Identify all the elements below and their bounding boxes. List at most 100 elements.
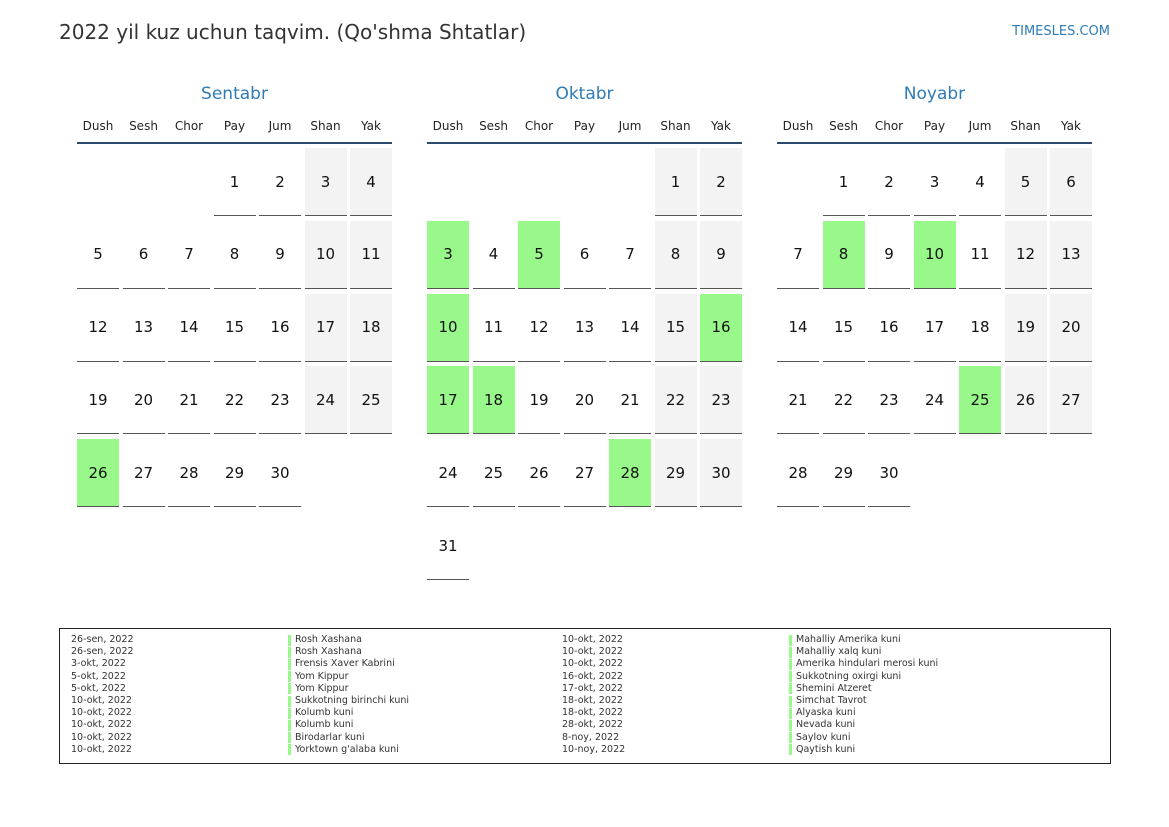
day-cell: 14: [168, 294, 210, 362]
holiday-marker: [789, 695, 792, 707]
holiday-date: 28-okt, 2022: [562, 719, 623, 731]
day-cell: 28: [168, 439, 210, 508]
weekday: Chor: [524, 119, 554, 133]
day-cell: 30: [868, 439, 910, 508]
weekday: Chor: [874, 119, 904, 133]
day-cell: 23: [259, 366, 301, 435]
weekday: Pay: [923, 119, 946, 133]
day-cell: 30: [259, 439, 301, 508]
day-cell: 28: [777, 439, 819, 508]
weekday: Yak: [361, 119, 381, 133]
holiday-box: [59, 628, 1111, 764]
holiday-date: 5-okt, 2022: [71, 670, 126, 682]
day-cell: 20: [563, 366, 606, 435]
day-cell: 24: [304, 366, 347, 435]
day-cell: 28: [609, 439, 651, 508]
holiday-name: Rosh Xashana: [295, 646, 362, 658]
day-cell: 26: [77, 439, 119, 508]
title: 2022 yil kuz uchun taqvim. (Qo'shma Shta…: [59, 20, 527, 44]
holiday-marker: [789, 634, 792, 646]
day-cell: 22: [822, 366, 865, 435]
holiday-date: 3-okt, 2022: [71, 658, 126, 670]
holiday-marker: [789, 646, 792, 658]
day-cell: 9: [259, 221, 301, 289]
holiday-marker: [789, 719, 792, 731]
month-name: Sentabr: [201, 84, 268, 104]
holiday-date: 10-noy, 2022: [562, 743, 626, 755]
day-cell: 6: [563, 221, 606, 289]
day-cell: 18: [472, 366, 515, 435]
day-cell: 8: [213, 221, 256, 289]
day-cell: 25: [350, 366, 392, 435]
day-cell: 1: [822, 148, 865, 216]
day-cell: 21: [168, 366, 210, 435]
day-cell: 21: [777, 366, 819, 435]
holiday-date: 18-okt, 2022: [562, 707, 623, 719]
day-cell: 4: [472, 221, 515, 289]
day-cell: 16: [868, 294, 910, 362]
holiday-marker: [288, 683, 291, 695]
weekday: Sesh: [479, 119, 508, 133]
day-cell: 30: [700, 439, 742, 508]
month-name: Noyabr: [903, 84, 966, 104]
day-cell: 9: [700, 220, 742, 289]
weekday: Yak: [711, 119, 731, 133]
weekday: Chor: [174, 119, 204, 133]
holiday-date: 16-okt, 2022: [562, 670, 623, 682]
holiday-date: 26-sen, 2022: [71, 646, 134, 658]
day-cell: 25: [959, 366, 1001, 435]
day-cell: 23: [868, 366, 910, 435]
holiday-marker: [789, 744, 792, 756]
day-cell: 2: [868, 148, 910, 216]
holiday-date: 5-okt, 2022: [71, 682, 126, 694]
holiday-marker: [288, 719, 291, 731]
holiday-name: Yom Kippur: [295, 682, 349, 694]
holiday-marker: [288, 634, 291, 646]
weekday: Yak: [1061, 119, 1081, 133]
day-cell: 5: [77, 221, 119, 289]
holiday-name: Yorktown g'alaba kuni: [295, 743, 399, 755]
holiday-name: Nevada kuni: [796, 719, 856, 731]
holiday-date: 26-sen, 2022: [71, 634, 134, 645]
day-cell: 10: [304, 220, 347, 289]
day-cell: 20: [1050, 293, 1092, 362]
weekday: Dush: [432, 119, 464, 133]
day-cell: 8: [654, 220, 697, 289]
holiday-marker: [789, 732, 792, 744]
holiday-date: 10-okt, 2022: [562, 634, 623, 645]
day-cell: 20: [122, 366, 165, 435]
weekday: Sesh: [829, 119, 858, 133]
header-rule: [427, 142, 742, 144]
holiday-name: Birodarlar kuni: [295, 731, 365, 743]
holiday-name: Sukkotning oxirgi kuni: [796, 670, 902, 682]
day-cell: 10: [913, 220, 956, 289]
weekday: Jum: [618, 119, 642, 133]
day-cell: 11: [959, 221, 1001, 289]
day-cell: 29: [213, 439, 256, 508]
month-name: Oktabr: [555, 84, 614, 104]
weekday: Sesh: [129, 119, 158, 133]
day-cell: 12: [1004, 220, 1047, 289]
day-cell: 11: [472, 294, 515, 362]
holiday-date: 10-okt, 2022: [71, 707, 132, 719]
day-cell: 15: [213, 294, 256, 362]
day-cell: 22: [654, 366, 697, 435]
holiday-marker: [288, 695, 291, 707]
holiday-date: 10-okt, 2022: [71, 743, 132, 755]
day-cell: 4: [350, 148, 392, 216]
day-cell: 29: [654, 439, 697, 508]
holiday-name: Rosh Xashana: [295, 634, 362, 645]
day-cell: 6: [1050, 148, 1092, 216]
day-cell: 3: [913, 148, 956, 216]
day-cell: 19: [518, 366, 560, 435]
holiday-marker: [789, 658, 792, 670]
site-link[interactable]: TIMESLES.COM: [1012, 24, 1110, 39]
day-cell: 7: [777, 221, 819, 289]
day-cell: 14: [609, 294, 651, 362]
weekday: Pay: [573, 119, 596, 133]
day-cell: 12: [518, 294, 560, 362]
holiday-date: 17-okt, 2022: [562, 682, 623, 694]
day-cell: 13: [563, 294, 606, 362]
day-cell: 17: [427, 366, 469, 435]
holiday-date: 18-okt, 2022: [562, 695, 623, 706]
